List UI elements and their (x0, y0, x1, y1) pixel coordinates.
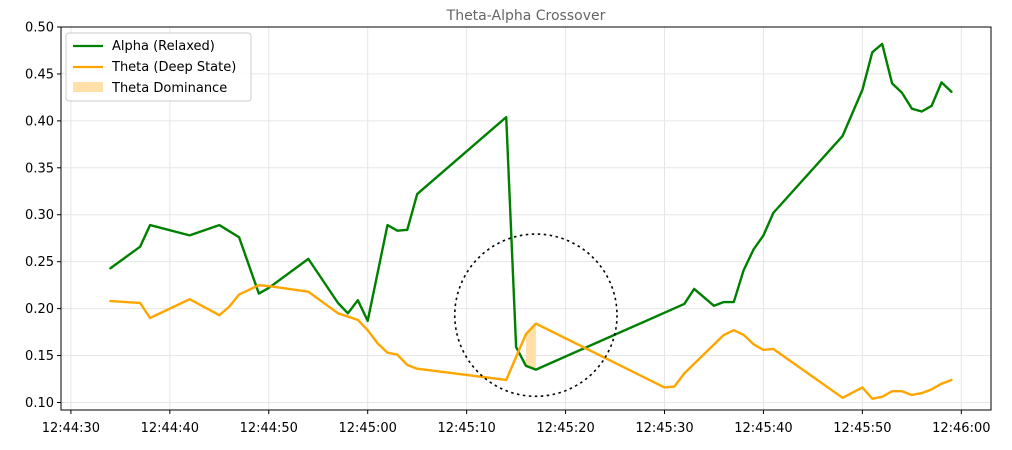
theta-dominance-area (526, 323, 536, 370)
y-tick-label: 0.50 (25, 21, 54, 36)
chart-title: Theta-Alpha Crossover (446, 8, 606, 24)
x-tick-label: 12:44:40 (141, 421, 199, 436)
y-tick-label: 0.10 (25, 396, 54, 411)
x-tick-label: 12:45:20 (536, 421, 594, 436)
legend-label-dominance: Theta Dominance (111, 81, 227, 96)
y-tick-label: 0.20 (25, 302, 54, 317)
x-tick-label: 12:45:50 (833, 421, 891, 436)
legend-swatch-dominance (73, 82, 103, 92)
y-tick-label: 0.45 (25, 67, 54, 82)
y-tick-label: 0.25 (25, 255, 54, 270)
y-axis-ticks: 0.10 0.15 0.20 0.25 0.30 0.35 0.40 0.45 0.50 (25, 21, 61, 411)
x-tick-label: 12:44:30 (42, 421, 100, 436)
legend-box (65, 32, 252, 102)
alpha-series-line (109, 42, 953, 371)
theta-dominance-fill (526, 323, 536, 370)
plot-frame (60, 26, 992, 411)
y-tick-label: 0.15 (25, 349, 54, 364)
x-axis-ticks: 12:44:30 12:44:40 12:44:50 12:45:00 12:45:10… (42, 410, 991, 436)
y-tick-label: 0.40 (25, 114, 54, 129)
x-tick-label: 12:46:00 (932, 421, 990, 436)
crossover-annotation (453, 233, 618, 398)
theta-series-line (109, 283, 953, 400)
x-tick-label: 12:44:50 (240, 421, 298, 436)
x-tick-label: 12:45:40 (734, 421, 792, 436)
crossover-circle (453, 233, 618, 398)
x-tick-label: 12:45:30 (635, 421, 693, 436)
y-tick-label: 0.30 (25, 208, 54, 223)
grid (61, 26, 991, 410)
legend-label-theta: Theta (Deep State) (111, 60, 236, 75)
y-tick-label: 0.35 (25, 161, 54, 176)
legend-label-alpha: Alpha (Relaxed) (112, 39, 215, 54)
series-lines (109, 42, 953, 400)
x-tick-label: 12:45:10 (437, 421, 495, 436)
x-tick-label: 12:45:00 (339, 421, 397, 436)
legend: Alpha (Relaxed) Theta (Deep State) Theta… (65, 32, 252, 102)
